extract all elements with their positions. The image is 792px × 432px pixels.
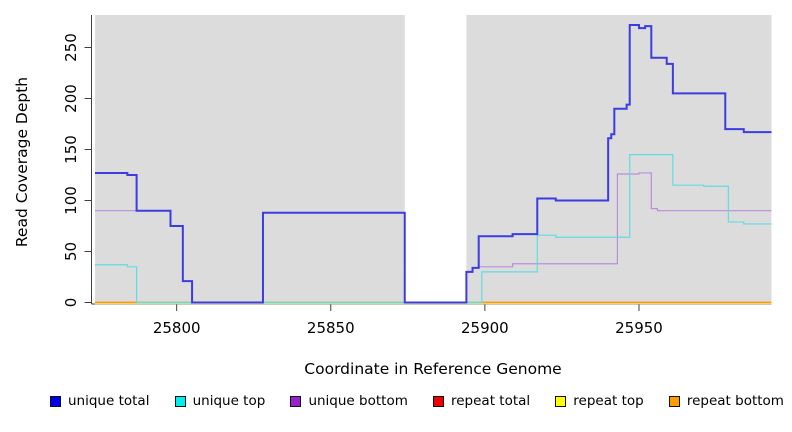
legend-item-repeat-total: repeat total: [432, 393, 531, 409]
legend-item-unique-top: unique top: [174, 393, 266, 409]
legend-swatch-repeat-top: [555, 395, 567, 407]
legend: unique total unique top unique bottom repea…: [0, 393, 792, 409]
x-tick-label: 25950: [615, 319, 663, 337]
legend-swatch-repeat-total: [432, 395, 444, 407]
legend-swatch-unique-total: [50, 395, 61, 407]
legend-item-repeat-top: repeat top: [555, 393, 644, 409]
y-tick-label: 250: [62, 33, 80, 62]
x-tick-label: 25900: [461, 319, 509, 337]
legend-label: repeat top: [573, 393, 644, 409]
legend-label: unique bottom: [308, 393, 408, 409]
x-tick-label: 25850: [307, 319, 355, 337]
legend-swatch-repeat-bottom: [668, 395, 680, 407]
y-tick-label: 200: [62, 84, 80, 113]
legend-item-unique-bottom: unique bottom: [290, 393, 408, 409]
legend-swatch-unique-top: [174, 395, 186, 407]
no-data-band: [404, 15, 467, 303]
legend-swatch-unique-bottom: [290, 395, 302, 407]
x-axis-title: Coordinate in Reference Genome: [304, 360, 562, 378]
y-tick-label: 50: [62, 242, 80, 261]
legend-label: unique top: [192, 393, 266, 409]
legend-label: repeat total: [450, 393, 531, 409]
series-unique-top: [95, 154, 772, 304]
series-unique-total: [95, 24, 772, 304]
legend-label: unique total: [68, 393, 150, 409]
legend-item-repeat-bottom: repeat bottom: [668, 393, 784, 409]
plot-area: 25800 25850 25900 25950 0 50 100 150 200 250: [62, 15, 772, 337]
y-tick-label: 0: [62, 298, 80, 308]
y-tick-label: 150: [62, 135, 80, 164]
legend-label: repeat bottom: [686, 393, 784, 409]
legend-item-unique-total: unique total: [50, 393, 149, 409]
y-tick-label: 100: [62, 186, 80, 215]
x-tick-label: 25800: [153, 319, 201, 337]
